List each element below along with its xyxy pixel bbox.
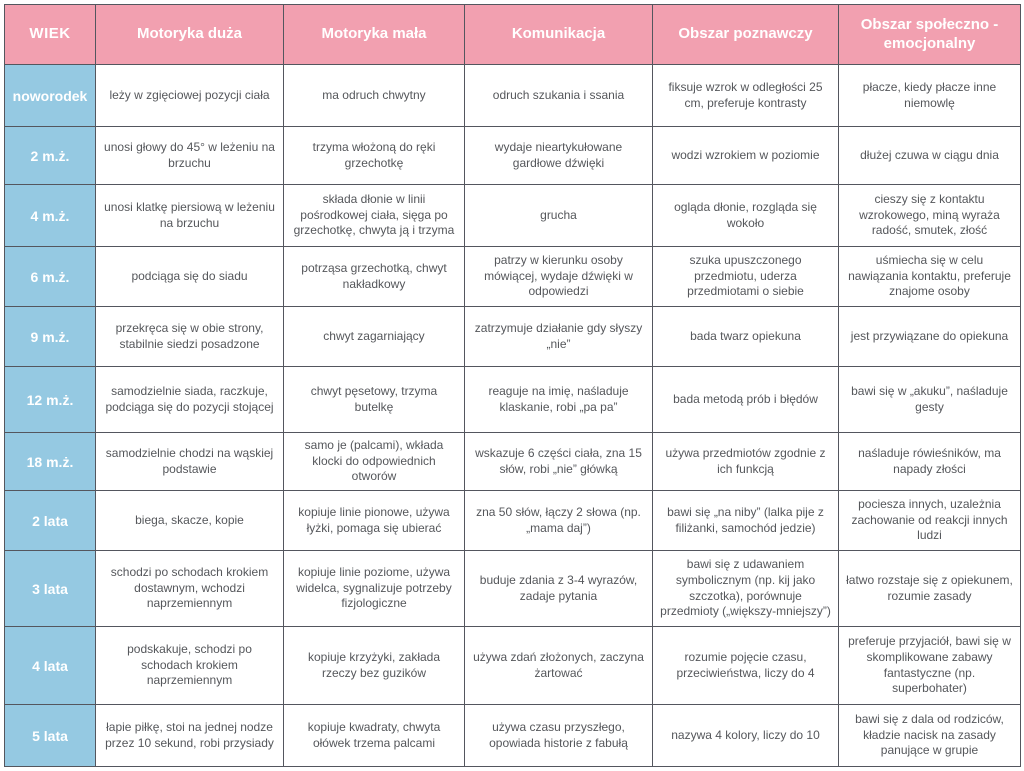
milestones-table: WIEK Motoryka duża Motoryka mała Komunik… xyxy=(4,4,1021,767)
milestone-cell: bada metodą prób i błędów xyxy=(652,366,839,433)
milestone-cell: preferuje przyjaciół, bawi się w skompli… xyxy=(838,626,1021,705)
table-row: 4 m.ż. unosi klatkę piersiową w leżeniu n… xyxy=(4,184,1021,247)
milestone-cell: bawi się w „akuku”, naśladuje gesty xyxy=(838,366,1021,433)
table-row: 3 lata schodzi po schodach krokiem dostaw… xyxy=(4,550,1021,627)
header-wiek: WIEK xyxy=(4,4,96,65)
milestone-cell: podciąga się do siadu xyxy=(95,246,284,307)
table-row: 9 m.ż. przekręca się w obie strony, stabi… xyxy=(4,306,1021,367)
milestone-cell: jest przywiązane do opiekuna xyxy=(838,306,1021,367)
milestone-cell: bawi się z dala od rodziców, kładzie nac… xyxy=(838,704,1021,767)
milestone-cell: kopiuje linie poziome, używa widelca, sy… xyxy=(283,550,465,627)
milestone-cell: buduje zdania z 3-4 wyrazów, zadaje pyta… xyxy=(464,550,653,627)
header-komunikacja: Komunikacja xyxy=(464,4,653,65)
milestone-cell: samodzielnie chodzi na wąskiej podstawie xyxy=(95,432,284,491)
milestone-cell: fiksuje wzrok w odległości 25 cm, prefer… xyxy=(652,64,839,127)
milestone-cell: ma odruch chwytny xyxy=(283,64,465,127)
milestone-cell: używa czasu przyszłego, opowiada histori… xyxy=(464,704,653,767)
milestone-cell: odruch szukania i ssania xyxy=(464,64,653,127)
table-row: noworodek leży w zgięciowej pozycji ciała… xyxy=(4,64,1021,127)
milestone-cell: chwyt pęsetowy, trzyma butelkę xyxy=(283,366,465,433)
milestone-cell: samodzielnie siada, raczkuje, podciąga s… xyxy=(95,366,284,433)
milestone-cell: szuka upuszczonego przedmiotu, uderza pr… xyxy=(652,246,839,307)
table-row: 18 m.ż. samodzielnie chodzi na wąskiej po… xyxy=(4,432,1021,491)
age-cell: 6 m.ż. xyxy=(4,246,96,307)
milestone-cell: składa dłonie w linii pośrodkowej ciała,… xyxy=(283,184,465,247)
header-obszar-spoleczno-emocjonalny: Obszar społeczno -emocjonalny xyxy=(838,4,1021,65)
table-body: noworodek leży w zgięciowej pozycji ciała… xyxy=(4,64,1021,767)
milestone-cell: dłużej czuwa w ciągu dnia xyxy=(838,126,1021,185)
age-cell: 3 lata xyxy=(4,550,96,627)
age-cell: 12 m.ż. xyxy=(4,366,96,433)
milestone-cell: kopiuje krzyżyki, zakłada rzeczy bez guz… xyxy=(283,626,465,705)
milestone-cell: cieszy się z kontaktu wzrokowego, miną w… xyxy=(838,184,1021,247)
milestone-cell: bawi się „na niby” (lalka pije z filiżan… xyxy=(652,490,839,551)
table-row: 2 lata biega, skacze, kopie kopiuje linie … xyxy=(4,490,1021,551)
milestone-cell: rozumie pojęcie czasu, przeciwieństwa, l… xyxy=(652,626,839,705)
milestone-cell: płacze, kiedy płacze inne niemowlę xyxy=(838,64,1021,127)
header-obszar-poznawczy: Obszar poznawczy xyxy=(652,4,839,65)
milestone-cell: używa zdań złożonych, zaczyna żartować xyxy=(464,626,653,705)
table-row: 12 m.ż. samodzielnie siada, raczkuje, pod… xyxy=(4,366,1021,433)
table-row: 4 lata podskakuje, schodzi po schodach kr… xyxy=(4,626,1021,705)
age-cell: 9 m.ż. xyxy=(4,306,96,367)
milestone-cell: leży w zgięciowej pozycji ciała xyxy=(95,64,284,127)
milestone-cell: grucha xyxy=(464,184,653,247)
milestone-cell: potrząsa grzechotką, chwyt nakładkowy xyxy=(283,246,465,307)
milestone-cell: wydaje nieartykułowane gardłowe dźwięki xyxy=(464,126,653,185)
milestone-cell: chwyt zagarniający xyxy=(283,306,465,367)
milestone-cell: bawi się z udawaniem symbolicznym (np. k… xyxy=(652,550,839,627)
age-cell: 5 lata xyxy=(4,704,96,767)
age-cell: 18 m.ż. xyxy=(4,432,96,491)
milestone-cell: unosi głowy do 45° w leżeniu na brzuchu xyxy=(95,126,284,185)
age-cell: 4 lata xyxy=(4,626,96,705)
milestone-cell: samo je (palcami), wkłada klocki do odpo… xyxy=(283,432,465,491)
age-cell: 4 m.ż. xyxy=(4,184,96,247)
milestone-cell: wodzi wzrokiem w poziomie xyxy=(652,126,839,185)
header-row: WIEK Motoryka duża Motoryka mała Komunik… xyxy=(4,4,1021,65)
age-cell: 2 m.ż. xyxy=(4,126,96,185)
milestone-cell: przekręca się w obie strony, stabilnie s… xyxy=(95,306,284,367)
milestone-cell: trzyma włożoną do ręki grzechotkę xyxy=(283,126,465,185)
milestone-cell: zatrzymuje działanie gdy słyszy „nie” xyxy=(464,306,653,367)
milestone-cell: łapie piłkę, stoi na jednej nodze przez … xyxy=(95,704,284,767)
milestone-cell: używa przedmiotów zgodnie z ich funkcją xyxy=(652,432,839,491)
header-motoryka-mala: Motoryka mała xyxy=(283,4,465,65)
milestone-cell: uśmiecha się w celu nawiązania kontaktu,… xyxy=(838,246,1021,307)
milestone-cell: reaguje na imię, naśladuje klaskanie, ro… xyxy=(464,366,653,433)
milestone-cell: unosi klatkę piersiową w leżeniu na brzu… xyxy=(95,184,284,247)
milestone-cell: kopiuje linie pionowe, używa łyżki, poma… xyxy=(283,490,465,551)
milestone-cell: pociesza innych, uzależnia zachowanie od… xyxy=(838,490,1021,551)
milestone-cell: schodzi po schodach krokiem dostawnym, w… xyxy=(95,550,284,627)
milestone-cell: zna 50 słów, łączy 2 słowa (np. „mama da… xyxy=(464,490,653,551)
milestone-cell: kopiuje kwadraty, chwyta ołówek trzema p… xyxy=(283,704,465,767)
milestone-cell: wskazuje 6 części ciała, zna 15 słów, ro… xyxy=(464,432,653,491)
milestone-cell: łatwo rozstaje się z opiekunem, rozumie … xyxy=(838,550,1021,627)
table-row: 5 lata łapie piłkę, stoi na jednej nodze … xyxy=(4,704,1021,767)
header-motoryka-duza: Motoryka duża xyxy=(95,4,284,65)
milestone-cell: naśladuje rówieśników, ma napady złości xyxy=(838,432,1021,491)
milestone-cell: ogląda dłonie, rozgląda się wokoło xyxy=(652,184,839,247)
milestone-cell: nazywa 4 kolory, liczy do 10 xyxy=(652,704,839,767)
milestone-cell: patrzy w kierunku osoby mówiącej, wydaje… xyxy=(464,246,653,307)
milestone-cell: bada twarz opiekuna xyxy=(652,306,839,367)
table-row: 2 m.ż. unosi głowy do 45° w leżeniu na br… xyxy=(4,126,1021,185)
milestone-cell: podskakuje, schodzi po schodach krokiem … xyxy=(95,626,284,705)
age-cell: 2 lata xyxy=(4,490,96,551)
milestone-cell: biega, skacze, kopie xyxy=(95,490,284,551)
age-cell: noworodek xyxy=(4,64,96,127)
table-row: 6 m.ż. podciąga się do siadu potrząsa grze… xyxy=(4,246,1021,307)
